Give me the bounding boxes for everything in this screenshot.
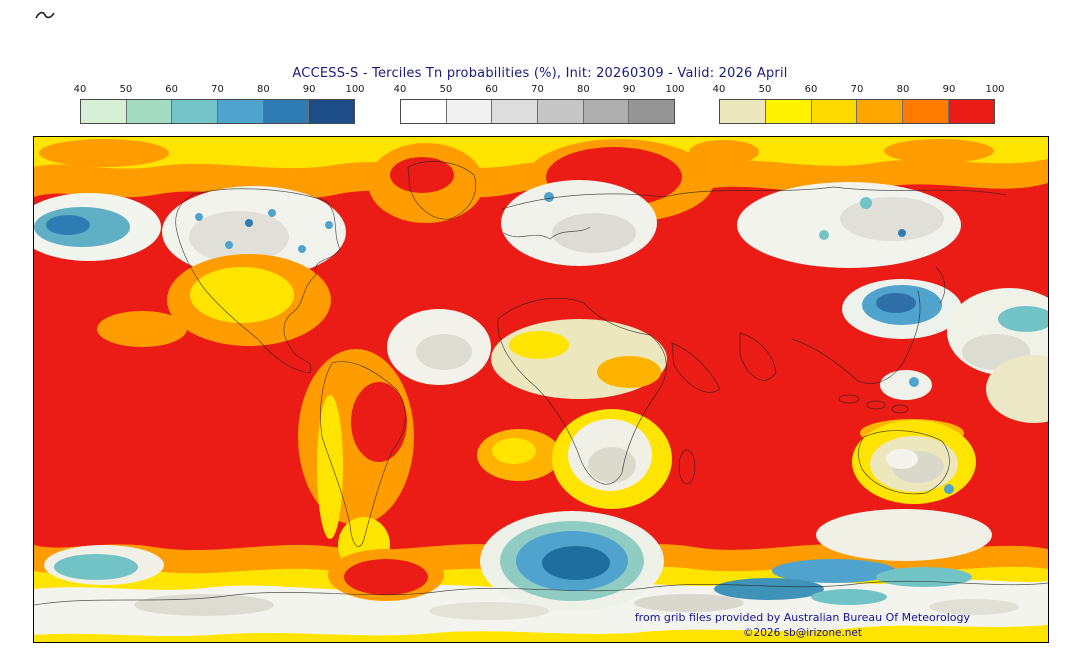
colorbar-tick-label: 40	[73, 84, 87, 95]
corner-artifact-icon	[34, 8, 56, 24]
colorbar-ticks: 40 50 60 70 80 90 100	[74, 84, 365, 97]
colorbar-tick-label: 50	[758, 84, 772, 95]
colorbar-segment	[125, 100, 172, 123]
colorbar-segment	[81, 100, 126, 123]
colorbar-ticks: 40 50 60 70 80 90 100	[394, 84, 685, 97]
colorbar-tick-label: 70	[211, 84, 224, 95]
colorbar-gradient	[719, 99, 995, 124]
colorbar-tick-label: 100	[985, 84, 1005, 95]
colorbar-tick-label: 80	[256, 84, 270, 95]
colorbar-tick-label: 60	[485, 84, 499, 95]
colorbar-tick-label: 90	[622, 84, 636, 95]
colorbar-segment	[582, 100, 629, 123]
colorbar-blue-scale: 40 50 60 70 80 90 100	[74, 84, 365, 124]
figure-title: ACCESS-S - Terciles Tn probabilities (%)…	[292, 66, 788, 81]
colorbar-segment	[217, 100, 263, 123]
colorbar-tick-label: 60	[804, 84, 818, 95]
world-map-svg	[34, 137, 1048, 642]
colorbar-tick-label: 50	[439, 84, 453, 95]
colorbar-segment	[401, 100, 446, 123]
colorbar-segment	[720, 100, 765, 123]
colorbar-segment	[856, 100, 903, 123]
colorbar-tick-label: 40	[712, 84, 726, 95]
map-copyright-text: ©2026 sb@irizone.net	[743, 627, 862, 639]
colorbar-tick-label: 90	[942, 84, 956, 95]
colorbar-segment	[491, 100, 538, 123]
colorbar-tick-label: 90	[302, 84, 316, 95]
colorbar-tick-label: 100	[665, 84, 685, 95]
colorbar-segment	[810, 100, 857, 123]
colorbar-segment	[537, 100, 583, 123]
colorbar-tick-label: 80	[896, 84, 910, 95]
colorbar-tick-label: 70	[531, 84, 544, 95]
colorbar-tick-label: 100	[345, 84, 365, 95]
colorbar-segment	[262, 100, 309, 123]
colorbar-segment	[628, 100, 675, 123]
colorbar-gradient	[400, 99, 675, 124]
colorbar-tick-label: 60	[165, 84, 179, 95]
colorbar-warm-scale: 40 50 60 70 80 90 100	[713, 84, 1005, 124]
colorbar-ticks: 40 50 60 70 80 90 100	[713, 84, 1005, 97]
map-coastlines	[34, 161, 1048, 606]
map-southern-patches	[44, 511, 1019, 620]
world-map: from grib files provided by Australian B…	[33, 136, 1049, 643]
colorbar-gradient	[80, 99, 355, 124]
colorbar-gray-scale: 40 50 60 70 80 90 100	[394, 84, 685, 124]
colorbar-segment	[445, 100, 492, 123]
colorbar-segment	[308, 100, 355, 123]
colorbar-segment	[764, 100, 811, 123]
colorbar-tick-label: 70	[850, 84, 864, 95]
colorbar-tick-label: 80	[576, 84, 590, 95]
colorbar-tick-label: 40	[393, 84, 407, 95]
colorbar-segment	[171, 100, 218, 123]
colorbar-tick-label: 50	[119, 84, 133, 95]
colorbar-segment	[902, 100, 949, 123]
map-north-neutral-cool-patches	[34, 180, 961, 278]
colorbar-segment	[948, 100, 994, 123]
map-credit-text: from grib files provided by Australian B…	[634, 611, 970, 624]
map-midlat-patches	[97, 254, 1048, 587]
